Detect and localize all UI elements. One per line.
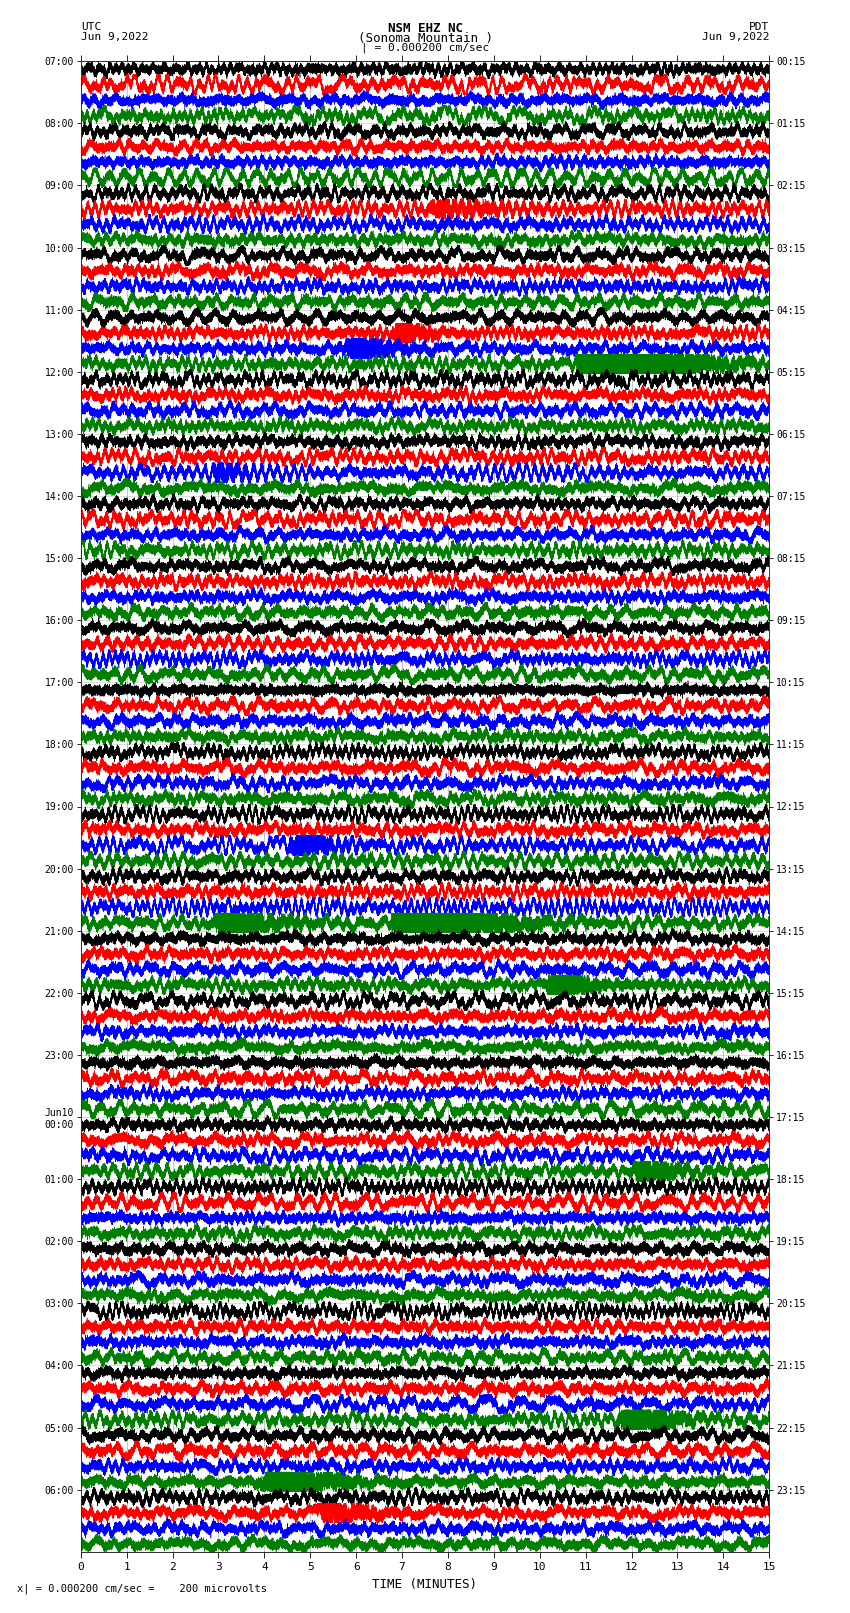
Text: NSM EHZ NC: NSM EHZ NC [388,23,462,35]
Text: UTC: UTC [81,23,101,32]
Text: | = 0.000200 cm/sec: | = 0.000200 cm/sec [361,44,489,53]
Text: x| = 0.000200 cm/sec =    200 microvolts: x| = 0.000200 cm/sec = 200 microvolts [17,1582,267,1594]
Text: Jun 9,2022: Jun 9,2022 [81,32,148,42]
X-axis label: TIME (MINUTES): TIME (MINUTES) [372,1578,478,1590]
Text: PDT: PDT [749,23,769,32]
Text: (Sonoma Mountain ): (Sonoma Mountain ) [358,32,492,45]
Text: Jun 9,2022: Jun 9,2022 [702,32,769,42]
